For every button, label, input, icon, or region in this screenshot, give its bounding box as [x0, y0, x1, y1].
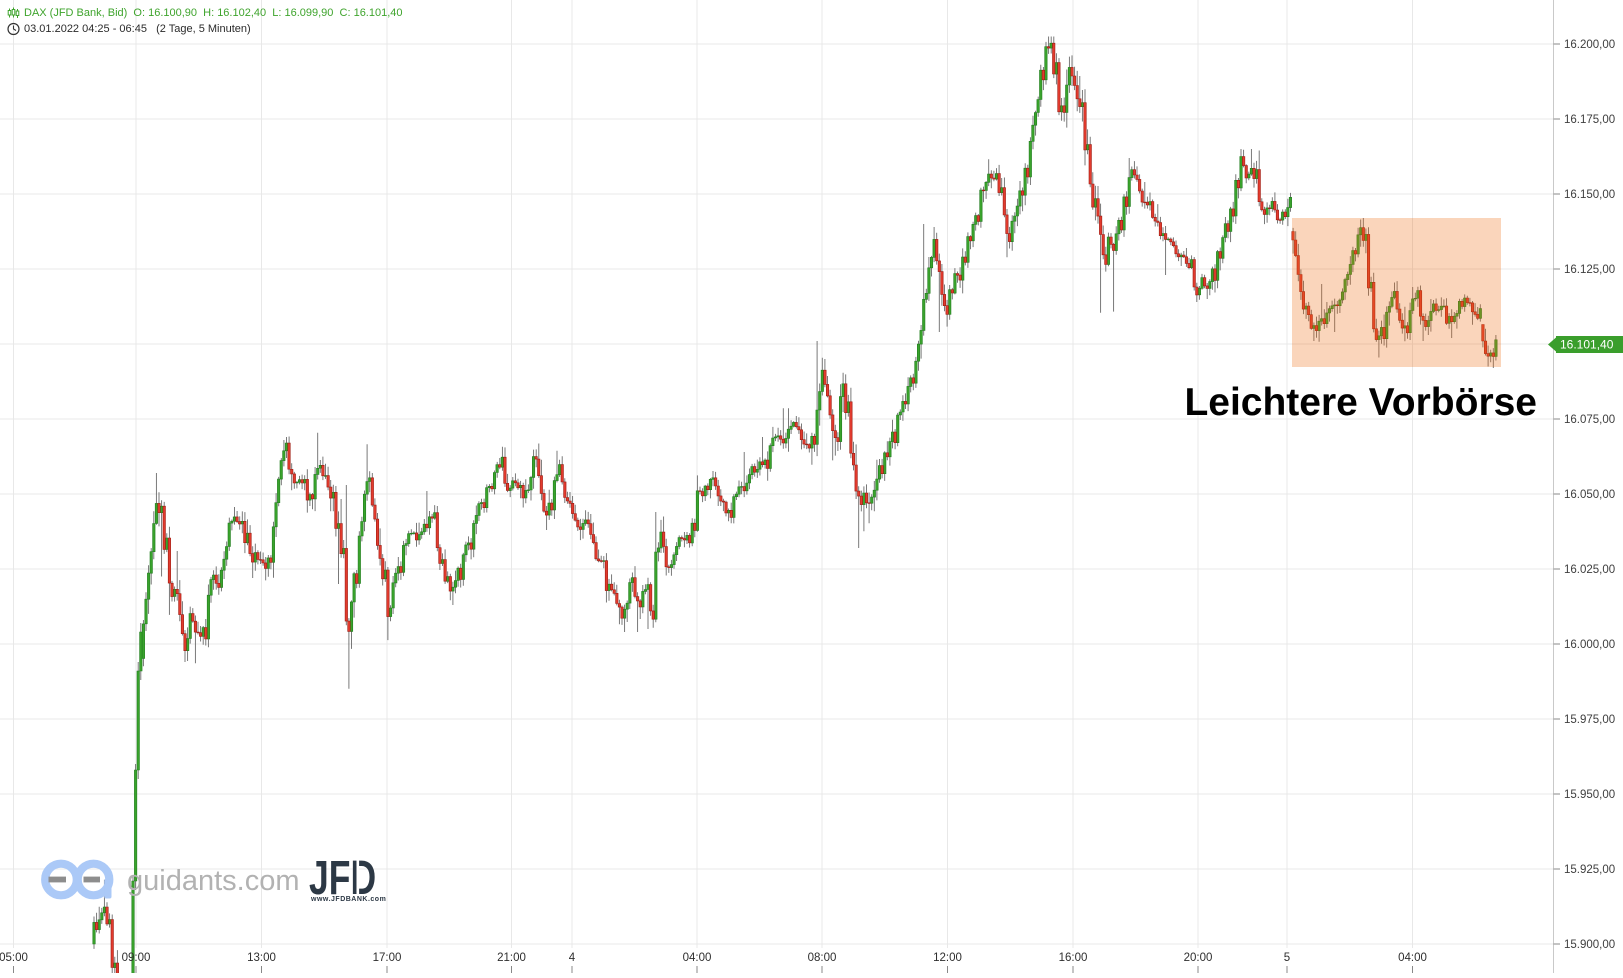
svg-text:08:00: 08:00 — [808, 952, 837, 964]
svg-text:03.01.2022 04:25 - 06:45 (2: 03.01.2022 04:25 - 06:45 (2 Tage, 5 Minu… — [24, 23, 251, 35]
svg-text:16:00: 16:00 — [1059, 952, 1088, 964]
svg-text:16.000,00: 16.000,00 — [1564, 639, 1615, 651]
svg-text:JFD: JFD — [309, 851, 376, 904]
svg-text:05:00: 05:00 — [0, 952, 28, 964]
svg-text:04:00: 04:00 — [683, 952, 712, 964]
svg-text:DAX (JFD Bank, Bid) O: 16.100: DAX (JFD Bank, Bid) O: 16.100,90 H: 16.1… — [24, 7, 403, 19]
svg-text:www.JFDBANK.com: www.JFDBANK.com — [310, 896, 386, 903]
svg-text:04:00: 04:00 — [1398, 952, 1427, 964]
svg-text:21:00: 21:00 — [497, 952, 526, 964]
svg-text:16.125,00: 16.125,00 — [1564, 264, 1615, 276]
svg-text:15.975,00: 15.975,00 — [1564, 714, 1615, 726]
svg-text:09:00: 09:00 — [122, 952, 151, 964]
svg-text:15.925,00: 15.925,00 — [1564, 864, 1615, 876]
svg-text:13:00: 13:00 — [247, 952, 276, 964]
svg-text:16.050,00: 16.050,00 — [1564, 489, 1615, 501]
svg-text:5: 5 — [1284, 952, 1290, 964]
svg-text:Leichtere Vorbörse: Leichtere Vorbörse — [1184, 381, 1537, 424]
svg-text:17:00: 17:00 — [373, 952, 402, 964]
svg-text:16.200,00: 16.200,00 — [1564, 39, 1615, 51]
svg-text:4: 4 — [569, 952, 576, 964]
svg-text:15.900,00: 15.900,00 — [1564, 939, 1615, 951]
svg-text:12:00: 12:00 — [933, 952, 962, 964]
svg-text:16.101,40: 16.101,40 — [1560, 338, 1614, 352]
svg-text:16.025,00: 16.025,00 — [1564, 564, 1615, 576]
svg-text:15.950,00: 15.950,00 — [1564, 789, 1615, 801]
svg-text:20:00: 20:00 — [1184, 952, 1213, 964]
svg-text:16.150,00: 16.150,00 — [1564, 189, 1615, 201]
svg-text:guidants.com: guidants.com — [127, 865, 300, 897]
svg-text:16.175,00: 16.175,00 — [1564, 114, 1615, 126]
svg-text:16.075,00: 16.075,00 — [1564, 414, 1615, 426]
